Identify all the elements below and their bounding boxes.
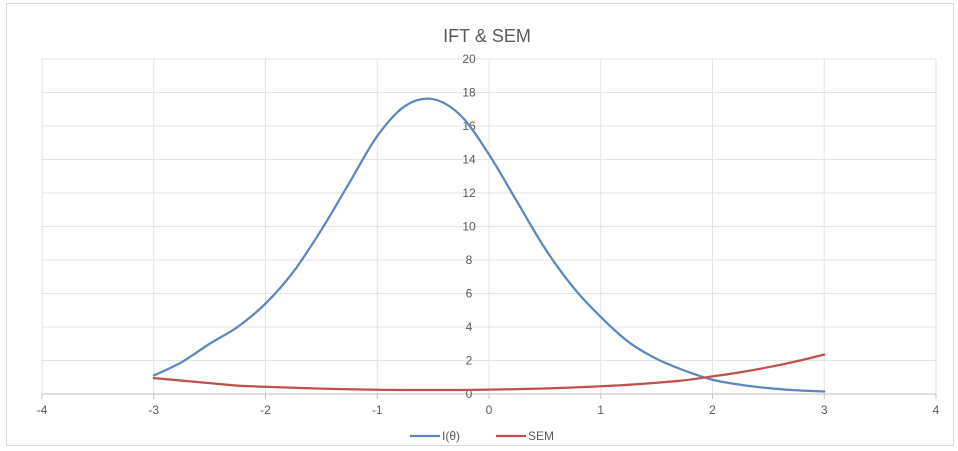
legend-label: I(θ) bbox=[442, 429, 460, 443]
x-tick-label: -1 bbox=[372, 403, 383, 417]
chart-title: IFT & SEM bbox=[443, 26, 531, 46]
grid-layer bbox=[41, 58, 937, 394]
y-tick-label: 0 bbox=[466, 387, 473, 401]
series-line-sem bbox=[152, 353, 826, 392]
y-tick-label: 12 bbox=[462, 186, 476, 200]
series-line-i-theta bbox=[152, 97, 826, 393]
y-tick-label: 10 bbox=[462, 220, 476, 234]
series-layer bbox=[152, 97, 826, 393]
y-tick-label: 18 bbox=[462, 86, 476, 100]
legend-item: SEM bbox=[496, 429, 554, 443]
x-tick-label: 0 bbox=[486, 403, 493, 417]
legend: I(θ) SEM bbox=[410, 429, 554, 443]
x-tick-label: -4 bbox=[37, 403, 48, 417]
y-tick-label: 4 bbox=[466, 320, 473, 334]
x-tick-label: 2 bbox=[709, 403, 716, 417]
chart-frame: IFT & SEM -4 -3 -2 -1 0 1 2 3 4 0 2 4 6 8 10 12 14 16 18 20… bbox=[6, 3, 954, 446]
x-tick-label: 1 bbox=[597, 403, 604, 417]
chart-svg: IFT & SEM -4 -3 -2 -1 0 1 2 3 402468101214161820… bbox=[37, 26, 940, 443]
x-tick-label: -2 bbox=[260, 403, 271, 417]
legend-label: SEM bbox=[528, 429, 554, 443]
x-tick-label: -3 bbox=[148, 403, 159, 417]
legend-item: I(θ) bbox=[410, 429, 460, 443]
y-tick-label: 6 bbox=[466, 287, 473, 301]
y-tick-label: 20 bbox=[462, 52, 476, 66]
x-tick-label: 3 bbox=[821, 403, 828, 417]
y-tick-label: 2 bbox=[466, 354, 473, 368]
x-tick-label: 4 bbox=[933, 403, 940, 417]
y-tick-label: 8 bbox=[466, 253, 473, 267]
y-tick-label: 14 bbox=[462, 153, 476, 167]
